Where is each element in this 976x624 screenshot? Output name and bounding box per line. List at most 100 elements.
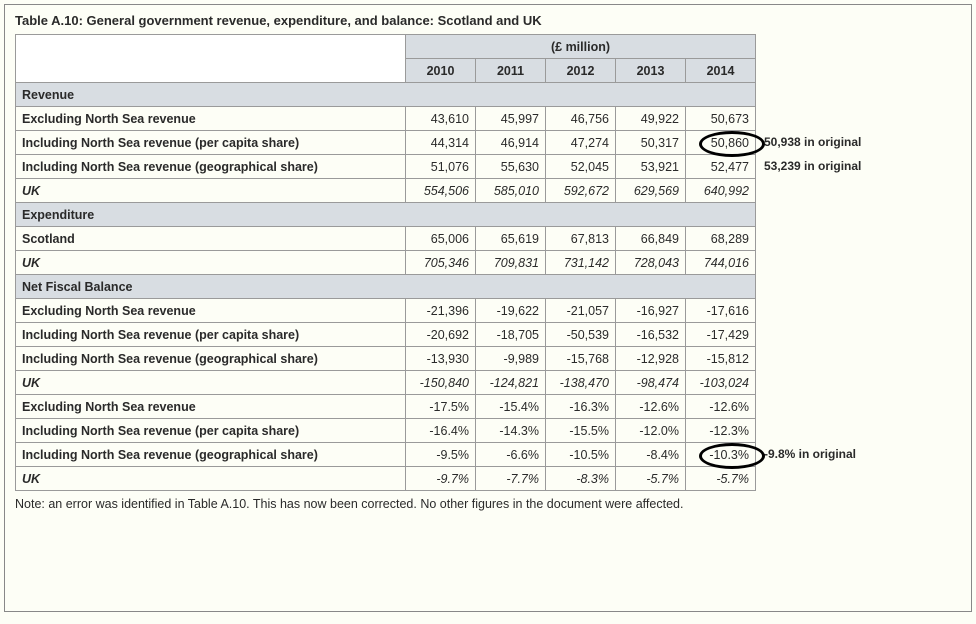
row-label: Scotland	[16, 227, 406, 251]
data-cell: -103,024	[686, 371, 756, 395]
table-row: Excluding North Sea revenue-17.5%-15.4%-…	[16, 395, 756, 419]
data-cell: -9.7%	[406, 467, 476, 491]
table-row: Including North Sea revenue (geographica…	[16, 443, 756, 467]
year-header: 2011	[476, 59, 546, 83]
annotation-text: -9.8% in original	[764, 447, 856, 461]
data-cell: -12.6%	[616, 395, 686, 419]
data-cell: 744,016	[686, 251, 756, 275]
data-cell: -5.7%	[616, 467, 686, 491]
annotation-text: 53,239 in original	[764, 159, 861, 173]
row-label: Excluding North Sea revenue	[16, 107, 406, 131]
row-label: Including North Sea revenue (geographica…	[16, 155, 406, 179]
data-cell: -6.6%	[476, 443, 546, 467]
data-cell: -138,470	[546, 371, 616, 395]
data-cell: -17,616	[686, 299, 756, 323]
year-header: 2013	[616, 59, 686, 83]
section-header: Net Fiscal Balance	[16, 275, 756, 299]
units-header: (£ million)	[406, 35, 756, 59]
data-cell: 50,317	[616, 131, 686, 155]
data-cell: -18,705	[476, 323, 546, 347]
data-cell: 731,142	[546, 251, 616, 275]
section-header: Expenditure	[16, 203, 756, 227]
table-row: Excluding North Sea revenue-21,396-19,62…	[16, 299, 756, 323]
data-cell: 554,506	[406, 179, 476, 203]
data-cell: 45,997	[476, 107, 546, 131]
data-cell: 65,006	[406, 227, 476, 251]
data-cell: 50,860	[686, 131, 756, 155]
row-label: Excluding North Sea revenue	[16, 395, 406, 419]
table-row: Including North Sea revenue (geographica…	[16, 155, 756, 179]
section-header: Revenue	[16, 83, 756, 107]
data-cell: 52,477	[686, 155, 756, 179]
data-cell: -124,821	[476, 371, 546, 395]
data-cell: -8.3%	[546, 467, 616, 491]
table-title: Table A.10: General government revenue, …	[15, 13, 961, 28]
table-row: UK-150,840-124,821-138,470-98,474-103,02…	[16, 371, 756, 395]
data-cell: -10.5%	[546, 443, 616, 467]
data-cell: 46,914	[476, 131, 546, 155]
data-cell: 50,673	[686, 107, 756, 131]
data-cell: 640,992	[686, 179, 756, 203]
data-cell: -8.4%	[616, 443, 686, 467]
data-cell: 68,289	[686, 227, 756, 251]
row-label: UK	[16, 467, 406, 491]
data-cell: -12,928	[616, 347, 686, 371]
data-cell: -12.3%	[686, 419, 756, 443]
data-cell: 44,314	[406, 131, 476, 155]
data-cell: -13,930	[406, 347, 476, 371]
row-label: UK	[16, 371, 406, 395]
data-cell: -15.5%	[546, 419, 616, 443]
row-label: Excluding North Sea revenue	[16, 299, 406, 323]
data-cell: -17.5%	[406, 395, 476, 419]
data-cell: -16.4%	[406, 419, 476, 443]
data-cell: 709,831	[476, 251, 546, 275]
data-table: (£ million) 20102011201220132014 Revenue…	[15, 34, 756, 491]
data-cell: -150,840	[406, 371, 476, 395]
row-label: UK	[16, 179, 406, 203]
data-cell: -15,768	[546, 347, 616, 371]
table-row: UK705,346709,831731,142728,043744,016	[16, 251, 756, 275]
data-cell: -21,057	[546, 299, 616, 323]
table-corner	[16, 35, 406, 83]
data-cell: -15.4%	[476, 395, 546, 419]
data-cell: -20,692	[406, 323, 476, 347]
data-cell: 728,043	[616, 251, 686, 275]
annotation-text: 50,938 in original	[764, 135, 861, 149]
data-cell: -50,539	[546, 323, 616, 347]
table-row: Including North Sea revenue (per capita …	[16, 323, 756, 347]
year-header: 2012	[546, 59, 616, 83]
data-cell: -5.7%	[686, 467, 756, 491]
data-cell: 46,756	[546, 107, 616, 131]
data-cell: -12.6%	[686, 395, 756, 419]
data-cell: 65,619	[476, 227, 546, 251]
data-cell: -17,429	[686, 323, 756, 347]
data-cell: -9.5%	[406, 443, 476, 467]
row-label: UK	[16, 251, 406, 275]
data-cell: -19,622	[476, 299, 546, 323]
table-row: Including North Sea revenue (per capita …	[16, 419, 756, 443]
footnote: Note: an error was identified in Table A…	[15, 497, 961, 511]
table-row: Including North Sea revenue (per capita …	[16, 131, 756, 155]
data-cell: 51,076	[406, 155, 476, 179]
data-cell: -12.0%	[616, 419, 686, 443]
data-cell: 43,610	[406, 107, 476, 131]
row-label: Including North Sea revenue (per capita …	[16, 419, 406, 443]
data-cell: 585,010	[476, 179, 546, 203]
data-cell: 52,045	[546, 155, 616, 179]
data-cell: -9,989	[476, 347, 546, 371]
data-cell: 66,849	[616, 227, 686, 251]
data-cell: 592,672	[546, 179, 616, 203]
data-cell: -15,812	[686, 347, 756, 371]
year-header: 2014	[686, 59, 756, 83]
data-cell: 49,922	[616, 107, 686, 131]
data-cell: -21,396	[406, 299, 476, 323]
table-row: UK554,506585,010592,672629,569640,992	[16, 179, 756, 203]
data-cell: 67,813	[546, 227, 616, 251]
data-cell: -16,532	[616, 323, 686, 347]
data-cell: -10.3%	[686, 443, 756, 467]
table-row: Excluding North Sea revenue43,61045,9974…	[16, 107, 756, 131]
table-row: UK-9.7%-7.7%-8.3%-5.7%-5.7%	[16, 467, 756, 491]
data-cell: 47,274	[546, 131, 616, 155]
data-cell: 55,630	[476, 155, 546, 179]
data-cell: -16.3%	[546, 395, 616, 419]
